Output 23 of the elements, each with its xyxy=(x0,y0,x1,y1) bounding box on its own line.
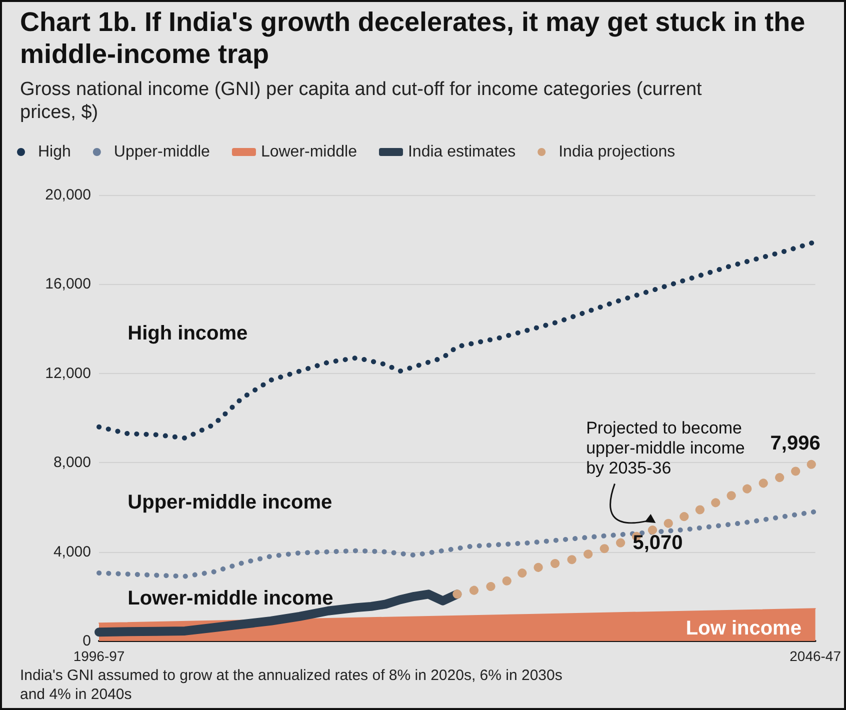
chart-title: Chart 1b. If India's growth decelerates, it may get stuck in the middle-income trap xyxy=(20,6,806,70)
x-tick-label: 2046-47 xyxy=(790,648,842,664)
x-tick-label: 1996-97 xyxy=(73,648,125,664)
y-tick-label: 12,000 xyxy=(45,364,91,382)
text: India's GNI assumed to grow at the annualized rates of 8% in 2020s, 6% in 2030s and 4% in 2040s xyxy=(20,666,564,704)
annotation: Low income xyxy=(686,618,802,640)
legend-label: Lower-middle xyxy=(260,144,358,160)
legend-label: India estimates xyxy=(408,144,516,160)
annotation: High income xyxy=(128,322,248,344)
y-tick-label: 0 xyxy=(82,632,91,650)
y-tick-label: 8,000 xyxy=(53,454,91,472)
annotation: Projected to become upper-middle income by 2035-36 xyxy=(586,418,745,478)
y-tick-label: 20,000 xyxy=(45,186,91,204)
legend-label: Upper-middle xyxy=(114,144,210,160)
data-label: 5,070 xyxy=(632,532,683,554)
data-label: 7,996 xyxy=(770,432,820,455)
y-tick-label: 4,000 xyxy=(53,543,91,560)
legend-label: High xyxy=(38,144,71,160)
legend-label: India projections xyxy=(558,144,676,160)
annotation: Upper-middle income xyxy=(128,492,332,514)
y-tick-label: 16,000 xyxy=(45,276,91,293)
annotation: Lower-middle income xyxy=(128,588,334,610)
chart-subtitle: Gross national income (GNI) per capita and cut-off for income categories (current prices, $) xyxy=(20,78,703,124)
